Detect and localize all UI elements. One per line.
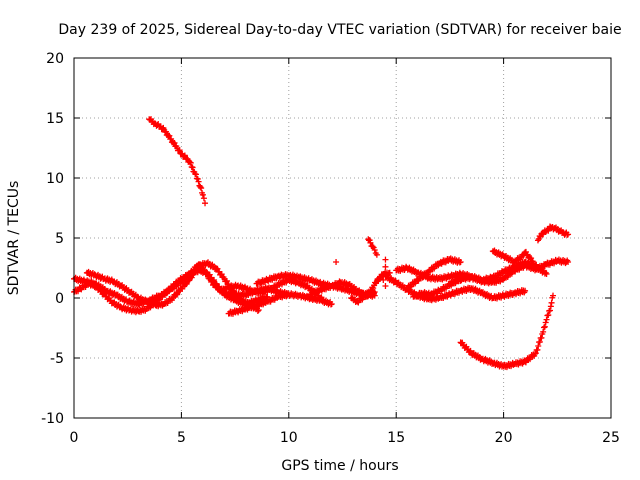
data-point (187, 159, 194, 166)
data-point (193, 171, 200, 178)
x-tick-label: 20 (495, 430, 513, 446)
data-point (538, 334, 545, 341)
data-point (254, 307, 261, 314)
data-point (371, 247, 378, 253)
data-point (542, 269, 549, 276)
series-arc-16 (489, 247, 541, 271)
data-point (542, 319, 549, 326)
data-point (540, 328, 547, 335)
series-arc-18 (410, 274, 468, 300)
data-point (328, 301, 335, 307)
x-axis-label: GPS time / hours (281, 458, 398, 474)
data-point (211, 277, 218, 283)
data-point (162, 128, 169, 135)
data-point (533, 261, 540, 268)
data-point (380, 277, 387, 283)
data-point (200, 195, 207, 202)
data-point (382, 256, 389, 263)
data-point (550, 292, 557, 299)
data-point (318, 294, 325, 301)
y-tick-label: 10 (46, 171, 64, 187)
data-point (545, 312, 552, 319)
data-point (188, 274, 195, 281)
data-point (370, 285, 377, 292)
chart-title: Day 239 of 2025, Sidereal Day-to-day VTE… (58, 22, 621, 38)
x-tick-label: 5 (177, 430, 186, 446)
data-point (536, 338, 543, 345)
y-tick-label: 15 (46, 111, 64, 127)
series-arc-5 (225, 290, 335, 317)
data-point (195, 178, 202, 185)
data-point (198, 185, 205, 192)
data-point (199, 191, 206, 198)
data-point (565, 259, 572, 265)
data-point (534, 346, 541, 353)
series-isolated (333, 256, 391, 289)
x-tick-label: 25 (602, 430, 620, 446)
y-axis-label: SDTVAR / TECUs (6, 181, 22, 296)
data-point (384, 272, 391, 279)
data-point (541, 323, 548, 330)
data-point (547, 303, 554, 310)
data-point (223, 277, 230, 284)
data-point (534, 265, 541, 271)
data-point (528, 255, 535, 262)
y-tick-label: 5 (55, 231, 64, 247)
data-point (461, 274, 468, 281)
data-point (565, 231, 572, 238)
data-point (546, 307, 553, 314)
y-tick-label: 0 (55, 291, 64, 307)
series-arc-15 (457, 292, 557, 371)
y-tick-label: 20 (46, 51, 64, 67)
data-point (166, 132, 173, 139)
data-point (171, 139, 178, 146)
series-arc-1 (146, 116, 209, 207)
data-point (168, 135, 175, 142)
data-point (457, 259, 464, 265)
x-tick-label: 0 (70, 430, 79, 446)
x-tick-label: 15 (387, 430, 405, 446)
data-points (71, 116, 572, 371)
data-point (202, 200, 209, 207)
data-point (189, 164, 196, 171)
data-point (540, 324, 547, 331)
data-point (197, 183, 204, 190)
data-point (367, 287, 374, 294)
series-arc-13 (403, 255, 464, 292)
data-point (543, 316, 550, 323)
y-tick-label: -10 (41, 411, 64, 427)
data-point (193, 268, 200, 274)
data-point (367, 239, 374, 246)
x-tick-label: 10 (280, 430, 298, 446)
axis-ticks: 0 5 10 15 20 25 -10 -5 0 5 10 15 20 (41, 51, 620, 446)
series-arc-6 (217, 275, 327, 304)
data-point (382, 283, 389, 289)
data-point (203, 268, 210, 275)
data-point (320, 297, 327, 304)
data-point (548, 299, 555, 306)
data-point (522, 287, 529, 294)
y-tick-label: -5 (50, 351, 64, 367)
data-point (382, 263, 389, 270)
data-point (373, 251, 380, 258)
data-point (371, 289, 378, 295)
data-point (532, 350, 539, 357)
data-point (535, 343, 542, 349)
series-arc-10 (365, 236, 380, 258)
data-point (369, 243, 376, 250)
grid (74, 58, 611, 418)
series-arc-17 (534, 223, 572, 244)
data-point (333, 259, 340, 265)
data-point (176, 147, 183, 154)
data-point (543, 271, 550, 277)
